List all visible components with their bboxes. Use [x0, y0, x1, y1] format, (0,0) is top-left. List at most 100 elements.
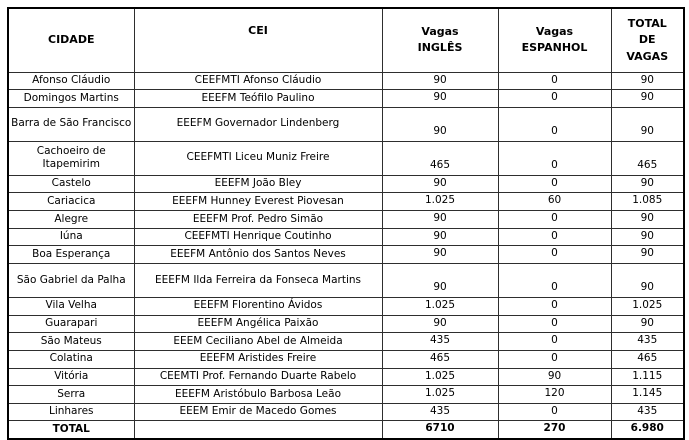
cei-cell: EEEFM João Bley: [133, 174, 383, 194]
total-vagas-cell: 435: [610, 332, 685, 351]
table-row: Colatina EEEFM Aristides Freire 465 0 46…: [7, 349, 685, 369]
header-cei: CEI: [133, 7, 383, 73]
vagas-espanhol-cell: 0: [497, 349, 612, 369]
vagas-ingles-cell: 90: [381, 262, 499, 298]
city-cell: Guarapari: [7, 314, 135, 334]
city-cell: Serra: [7, 385, 135, 404]
vagas-espanhol-cell: 0: [497, 106, 612, 142]
table-row: Castelo EEEFM João Bley 90 0 90: [7, 174, 685, 194]
cei-cell: EEEFM Governador Lindenberg: [133, 106, 383, 142]
vagas-espanhol-cell: 0: [497, 140, 612, 176]
table-row: Linhares EEEM Emir de Macedo Gomes 435 0…: [7, 402, 685, 422]
total-vagas-cell: 90: [610, 227, 685, 247]
table-row: Vila Velha EEEFM Florentino Ávidos 1.025…: [7, 296, 685, 316]
vagas-espanhol-cell: 0: [497, 296, 612, 316]
city-cell: Vila Velha: [7, 296, 135, 316]
vagas-ingles-cell: 1.025: [381, 296, 499, 316]
total-vagas-cell: 90: [610, 262, 685, 298]
table-row: Boa Esperança EEEFM Antônio dos Santos N…: [7, 245, 685, 264]
city-cell: Cachoeiro de Itapemirim: [7, 140, 135, 176]
total-label-cell: TOTAL: [7, 420, 135, 440]
vagas-espanhol-cell: 0: [497, 262, 612, 298]
cei-cell: EEEFM Antônio dos Santos Neves: [133, 245, 383, 264]
header-vagas-espanhol: Vagas ESPANHOL: [497, 7, 612, 73]
city-cell: Iúna: [7, 227, 135, 247]
total-vagas-cell: 90: [610, 314, 685, 334]
city-cell: Linhares: [7, 402, 135, 422]
vagas-espanhol-cell: 60: [497, 192, 612, 212]
vagas-ingles-cell: 465: [381, 349, 499, 369]
total-vagas-cell: 1.085: [610, 192, 685, 212]
vagas-ingles-cell: 1.025: [381, 367, 499, 387]
table-row: Iúna CEEFMTI Henrique Coutinho 90 0 90: [7, 227, 685, 247]
cei-cell: [133, 420, 383, 440]
vagas-ingles-cell: 90: [381, 89, 499, 108]
vagas-espanhol-total-cell: 270: [497, 420, 612, 440]
cei-cell: CEEFMTI Afonso Cláudio: [133, 71, 383, 91]
table-row: São Gabriel da Palha EEEFM Ilda Ferreira…: [7, 262, 685, 298]
cei-cell: CEEFMTI Henrique Coutinho: [133, 227, 383, 247]
vagas-ingles-cell: 1.025: [381, 192, 499, 212]
vagas-espanhol-cell: 0: [497, 89, 612, 108]
city-cell: Castelo: [7, 174, 135, 194]
cei-cell: CEEFMTI Liceu Muniz Freire: [133, 140, 383, 176]
table-row: Cachoeiro de Itapemirim CEEFMTI Liceu Mu…: [7, 140, 685, 176]
total-vagas-cell: 90: [610, 210, 685, 229]
vagas-ingles-cell: 90: [381, 174, 499, 194]
vagas-ingles-total-cell: 6710: [381, 420, 499, 440]
table-row: Guarapari EEEFM Angélica Paixão 90 0 90: [7, 314, 685, 334]
header-cidade: CIDADE: [7, 7, 135, 73]
cei-cell: EEEFM Prof. Pedro Simão: [133, 210, 383, 229]
header-vagas-ingles: Vagas INGLÊS: [381, 7, 499, 73]
city-cell: Boa Esperança: [7, 245, 135, 264]
vagas-espanhol-cell: 90: [497, 367, 612, 387]
city-cell: Colatina: [7, 349, 135, 369]
city-cell: Barra de São Francisco: [7, 106, 135, 142]
cei-cell: EEEFM Ilda Ferreira da Fonseca Martins: [133, 262, 383, 298]
vagas-espanhol-cell: 0: [497, 332, 612, 351]
cei-cell: EEEFM Aristóbulo Barbosa Leão: [133, 385, 383, 404]
cei-cell: EEEM Emir de Macedo Gomes: [133, 402, 383, 422]
total-vagas-total-cell: 6.980: [610, 420, 685, 440]
vagas-ingles-cell: 90: [381, 71, 499, 91]
total-vagas-cell: 435: [610, 402, 685, 422]
vagas-table: CIDADE CEI Vagas INGLÊS Vagas ESPANHOL T…: [7, 7, 685, 440]
total-vagas-cell: 90: [610, 106, 685, 142]
total-vagas-cell: 465: [610, 349, 685, 369]
vagas-espanhol-cell: 0: [497, 245, 612, 264]
city-cell: Alegre: [7, 210, 135, 229]
city-cell: São Gabriel da Palha: [7, 262, 135, 298]
cei-cell: EEEFM Florentino Ávidos: [133, 296, 383, 316]
table-row: Alegre EEEFM Prof. Pedro Simão 90 0 90: [7, 210, 685, 229]
vagas-ingles-cell: 1.025: [381, 385, 499, 404]
table-row: Afonso Cláudio CEEFMTI Afonso Cláudio 90…: [7, 71, 685, 91]
vagas-espanhol-cell: 0: [497, 314, 612, 334]
header-total-de-vagas: TOTAL DE VAGAS: [610, 7, 685, 73]
table-row: Barra de São Francisco EEEFM Governador …: [7, 106, 685, 142]
city-cell: Vitória: [7, 367, 135, 387]
city-cell: São Mateus: [7, 332, 135, 351]
city-cell: Domingos Martins: [7, 89, 135, 108]
cei-cell: EEEM Ceciliano Abel de Almeida: [133, 332, 383, 351]
table-row: Serra EEEFM Aristóbulo Barbosa Leão 1.02…: [7, 385, 685, 404]
total-vagas-cell: 1.145: [610, 385, 685, 404]
total-row: TOTAL 6710 270 6.980: [7, 420, 685, 440]
table-row: Vitória CEEMTI Prof. Fernando Duarte Rab…: [7, 367, 685, 387]
table-row: Domingos Martins EEEFM Teófilo Paulino 9…: [7, 89, 685, 108]
vagas-espanhol-cell: 0: [497, 210, 612, 229]
city-cell: Afonso Cláudio: [7, 71, 135, 91]
document-page: CIDADE CEI Vagas INGLÊS Vagas ESPANHOL T…: [7, 7, 685, 440]
table-row: São Mateus EEEM Ceciliano Abel de Almeid…: [7, 332, 685, 351]
vagas-ingles-cell: 90: [381, 245, 499, 264]
cei-cell: EEEFM Angélica Paixão: [133, 314, 383, 334]
header-row: CIDADE CEI Vagas INGLÊS Vagas ESPANHOL T…: [7, 7, 685, 73]
total-vagas-cell: 1.115: [610, 367, 685, 387]
vagas-espanhol-cell: 0: [497, 174, 612, 194]
cei-cell: EEEFM Hunney Everest Piovesan: [133, 192, 383, 212]
vagas-ingles-cell: 90: [381, 227, 499, 247]
vagas-ingles-cell: 90: [381, 106, 499, 142]
vagas-espanhol-cell: 0: [497, 402, 612, 422]
vagas-ingles-cell: 90: [381, 314, 499, 334]
total-vagas-cell: 1.025: [610, 296, 685, 316]
vagas-ingles-cell: 435: [381, 402, 499, 422]
